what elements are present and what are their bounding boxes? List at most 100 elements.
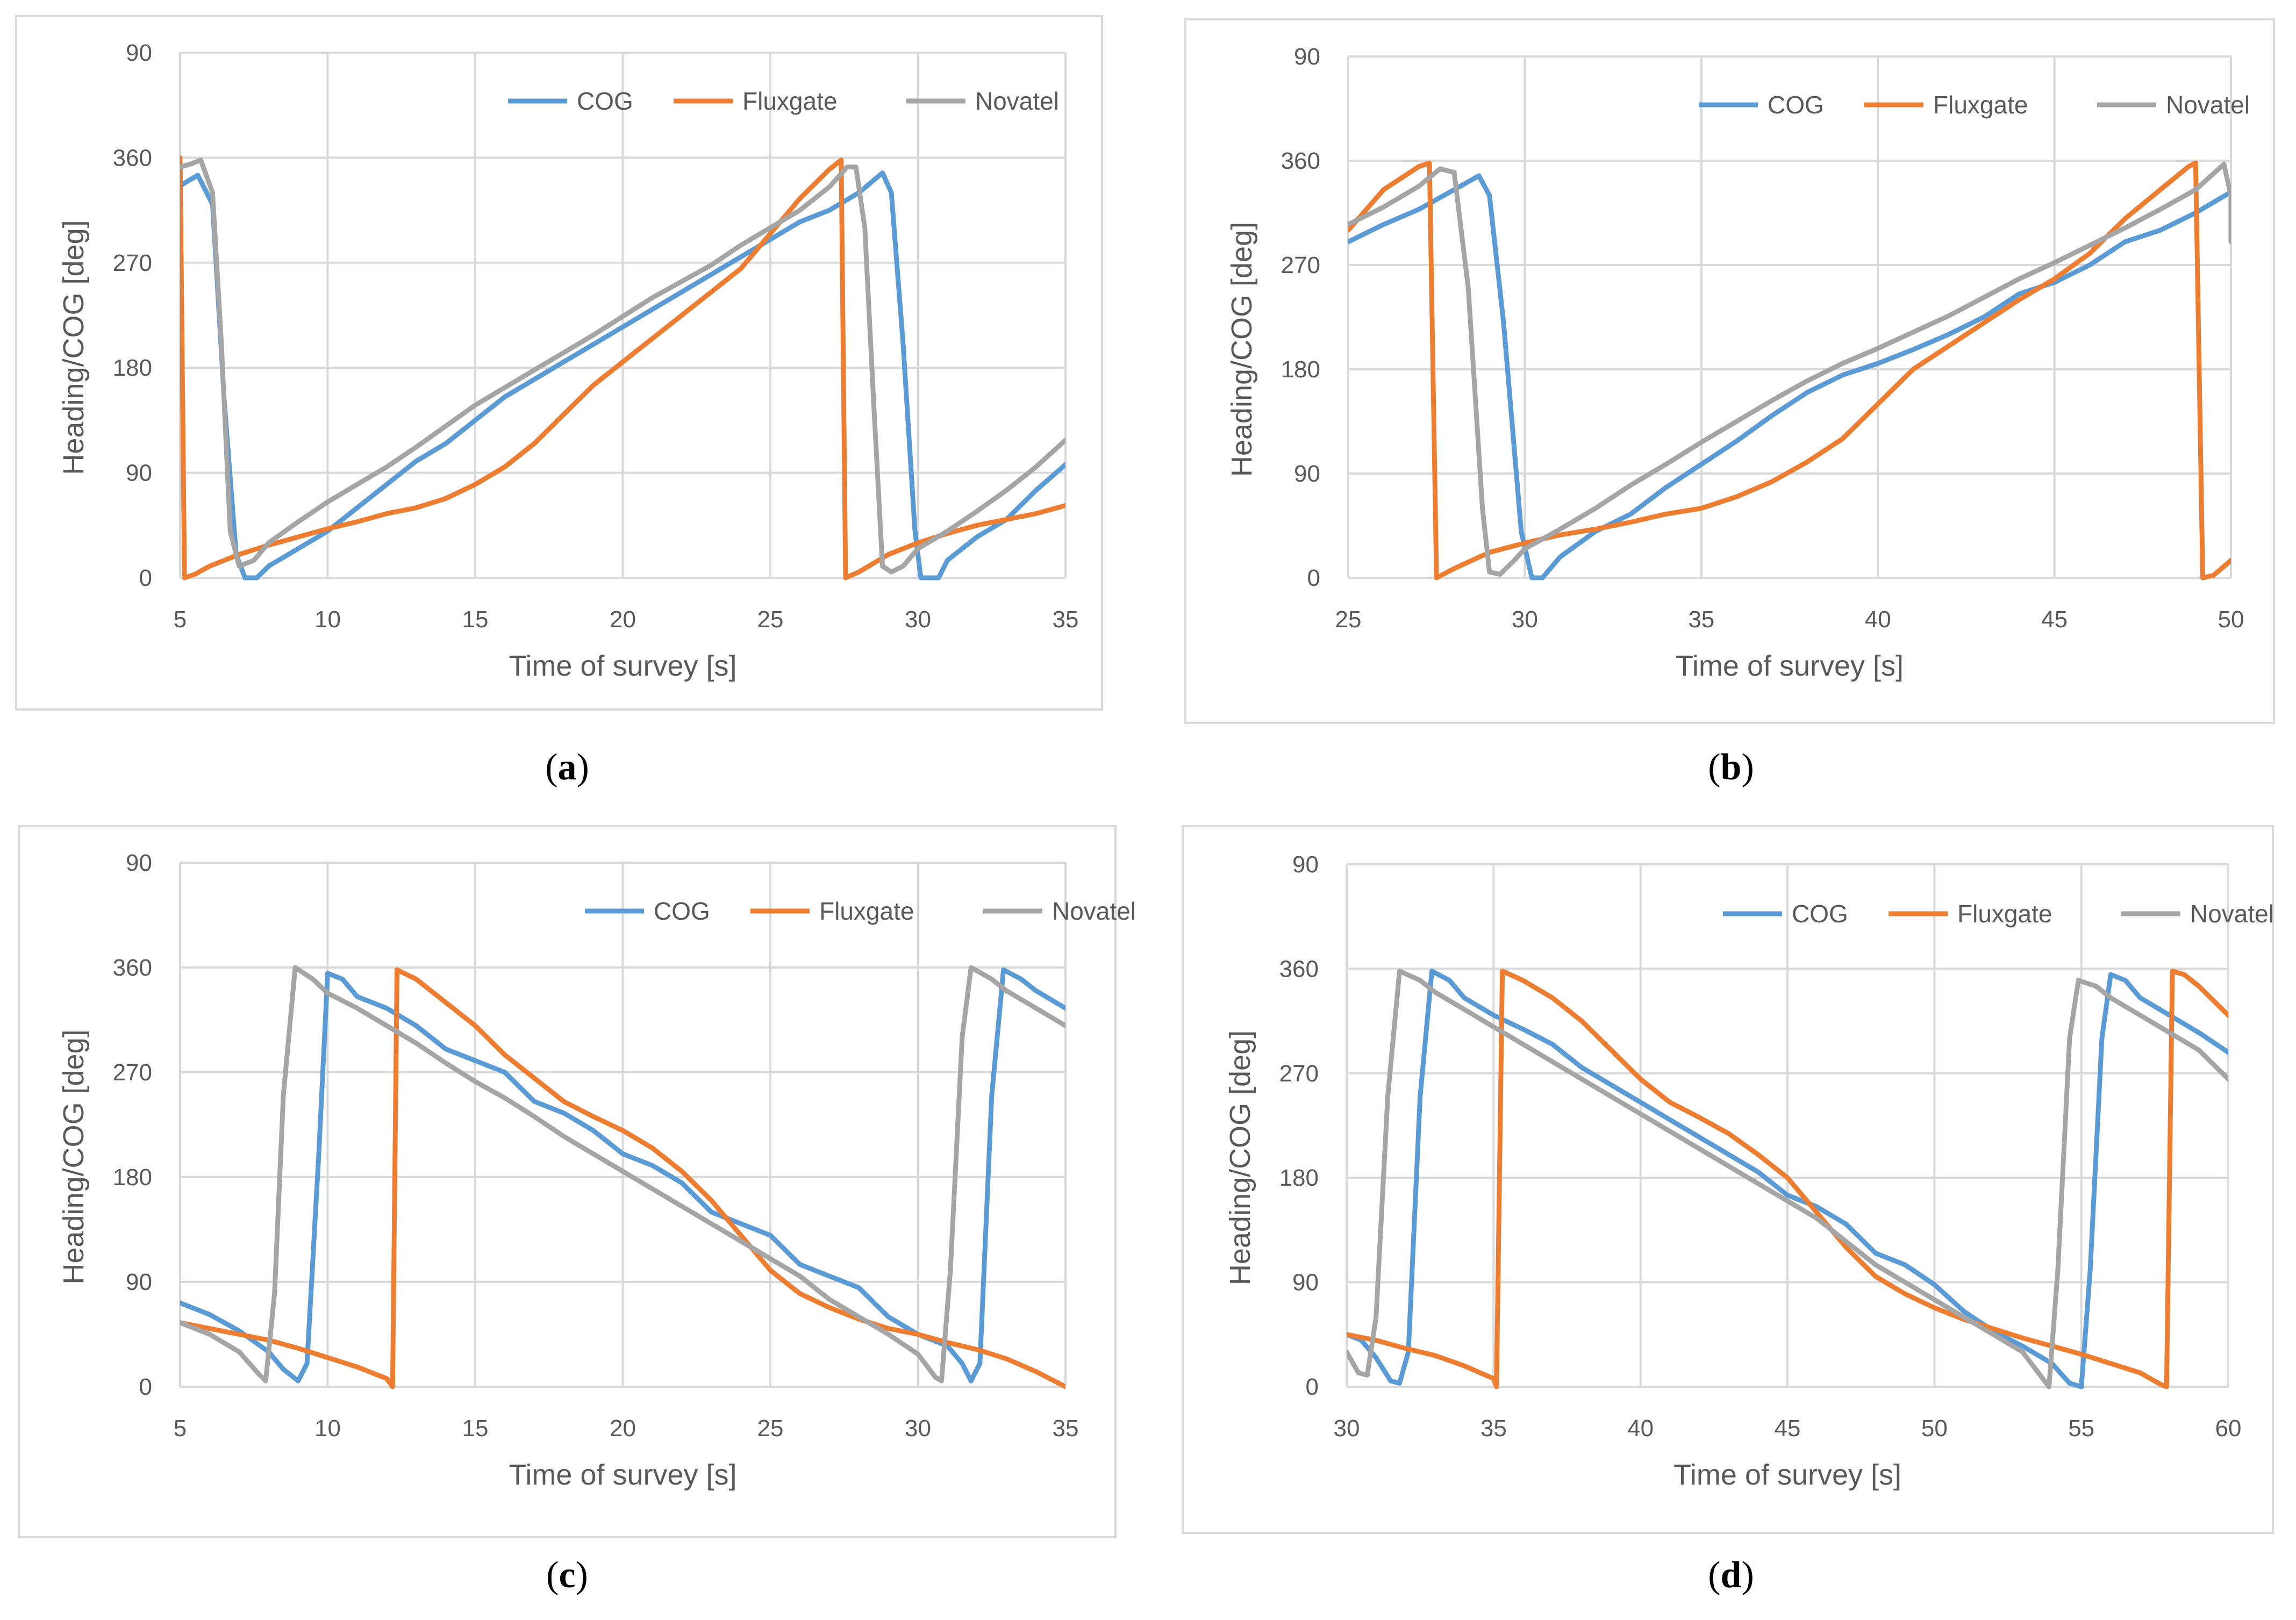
y-tick-label: 360 xyxy=(1281,148,1320,174)
y-tick-label: 180 xyxy=(113,355,152,381)
chart-panel-c: 5 10 15 20 25 30 35 0 90 180 270 360 90 Time of surve… xyxy=(18,825,1136,1538)
chart-frame xyxy=(18,825,1117,1538)
y-tick-label: 360 xyxy=(113,145,152,171)
legend-label-fluxgate: Fluxgate xyxy=(742,87,837,115)
y-tick-label: 270 xyxy=(1279,1060,1319,1087)
y-tick-label: 90 xyxy=(126,40,152,66)
y-tick-label: 90 xyxy=(1294,461,1320,487)
series-line-cog xyxy=(1348,173,2231,580)
x-tick-label: 30 xyxy=(1334,1415,1360,1442)
y-tick-label: 270 xyxy=(1281,252,1320,278)
series-line-fluxgate xyxy=(180,155,1065,580)
caption-letter: b xyxy=(1721,747,1742,788)
x-tick-label: 45 xyxy=(1775,1415,1801,1442)
y-tick-label: 360 xyxy=(113,955,152,981)
series-line-fluxgate xyxy=(1348,160,2231,580)
y-tick-label: 0 xyxy=(139,1374,152,1400)
series-line-novatel xyxy=(180,157,1065,575)
y-axis-title: Heading/COG [deg] xyxy=(58,1029,90,1284)
chart-panel-b: 25 30 35 40 45 50 0 90 180 270 360 90 Time of survey… xyxy=(1184,18,2275,724)
caption-paren-close: ) xyxy=(576,1554,588,1596)
caption-paren-open: ( xyxy=(1708,1554,1720,1596)
x-tick-label: 35 xyxy=(1688,606,1714,633)
series-line-cog xyxy=(1347,969,2228,1389)
y-axis-title: Heading/COG [deg] xyxy=(1226,222,1258,477)
x-tick-label: 35 xyxy=(1480,1415,1507,1442)
x-tick-label: 10 xyxy=(314,1415,341,1442)
y-tick-label: 180 xyxy=(1281,356,1320,383)
caption-paren-open: ( xyxy=(1708,747,1720,788)
caption-letter: d xyxy=(1721,1554,1742,1596)
x-tick-label: 30 xyxy=(905,1415,931,1442)
x-tick-label: 25 xyxy=(757,1415,784,1442)
x-tick-label: 20 xyxy=(610,606,636,633)
x-tick-label: 35 xyxy=(1053,1415,1079,1442)
y-tick-label: 90 xyxy=(1294,44,1320,70)
y-tick-label: 270 xyxy=(113,250,152,276)
panel-caption-b: (b) xyxy=(1708,747,1754,788)
caption-letter: c xyxy=(559,1554,575,1596)
x-tick-label: 15 xyxy=(462,606,489,633)
x-tick-label: 40 xyxy=(1865,606,1891,633)
legend-label-fluxgate: Fluxgate xyxy=(819,897,914,925)
legend-label-novatel: Novatel xyxy=(975,87,1059,115)
legend-label-novatel: Novatel xyxy=(2166,91,2250,119)
y-tick-label: 360 xyxy=(1279,956,1319,982)
caption-paren-close: ) xyxy=(1741,747,1754,788)
caption-paren-close: ) xyxy=(577,747,589,788)
caption-paren-open: ( xyxy=(545,747,557,788)
x-tick-label: 25 xyxy=(1335,606,1362,633)
x-tick-label: 45 xyxy=(2041,606,2068,633)
x-tick-label: 25 xyxy=(757,606,784,633)
x-tick-label: 35 xyxy=(1053,606,1079,633)
legend-label-cog: COG xyxy=(577,87,633,115)
y-tick-label: 90 xyxy=(126,850,152,876)
x-tick-label: 5 xyxy=(174,1415,187,1442)
y-tick-label: 0 xyxy=(1307,565,1320,591)
y-tick-label: 0 xyxy=(1306,1374,1319,1400)
x-axis-title: Time of survey [s] xyxy=(1676,650,1904,682)
x-tick-label: 50 xyxy=(1921,1415,1948,1442)
x-tick-label: 30 xyxy=(1512,606,1538,633)
chart-frame xyxy=(1184,18,2275,724)
y-tick-label: 270 xyxy=(113,1059,152,1086)
chart-panel-d: 30 35 40 45 50 55 60 0 90 180 270 360 90 Time of surv… xyxy=(1182,825,2274,1534)
caption-paren-close: ) xyxy=(1741,1554,1754,1596)
panel-caption-a: (a) xyxy=(545,747,589,788)
y-tick-label: 90 xyxy=(126,1269,152,1295)
y-tick-label: 90 xyxy=(1292,1270,1319,1296)
x-tick-label: 60 xyxy=(2215,1415,2242,1442)
x-tick-label: 5 xyxy=(174,606,187,633)
series-line-cog xyxy=(180,170,1065,580)
caption-letter: a xyxy=(558,747,577,788)
legend-label-fluxgate: Fluxgate xyxy=(1933,91,2028,119)
caption-paren-open: ( xyxy=(546,1554,559,1596)
series-line-cog xyxy=(180,967,1065,1384)
x-tick-label: 40 xyxy=(1627,1415,1654,1442)
y-tick-label: 180 xyxy=(1279,1165,1319,1191)
y-tick-label: 180 xyxy=(113,1164,152,1191)
y-axis-title: Heading/COG [deg] xyxy=(1224,1030,1256,1285)
series-line-novatel xyxy=(1347,969,2228,1389)
x-tick-label: 30 xyxy=(905,606,931,633)
panel-caption-d: (d) xyxy=(1708,1554,1754,1596)
chart-panel-a: 5 10 15 20 25 30 35 0 90 180 270 360 90 Time of surve… xyxy=(15,15,1103,711)
series-line-fluxgate xyxy=(180,967,1065,1389)
x-tick-label: 10 xyxy=(314,606,341,633)
legend-label-cog: COG xyxy=(654,897,710,925)
legend-label-cog: COG xyxy=(1768,91,1824,119)
y-tick-label: 0 xyxy=(139,565,152,591)
y-axis-title: Heading/COG [deg] xyxy=(58,220,90,475)
x-tick-label: 55 xyxy=(2068,1415,2094,1442)
series-line-novatel xyxy=(1348,162,2231,577)
x-axis-title: Time of survey [s] xyxy=(1673,1459,1901,1491)
x-axis-title: Time of survey [s] xyxy=(509,650,736,682)
x-tick-label: 15 xyxy=(462,1415,489,1442)
x-axis-title: Time of survey [s] xyxy=(509,1459,736,1491)
x-tick-label: 50 xyxy=(2218,606,2244,633)
legend-label-fluxgate: Fluxgate xyxy=(1957,900,2052,928)
legend-label-novatel: Novatel xyxy=(1052,897,1136,925)
legend-label-cog: COG xyxy=(1792,900,1848,928)
y-tick-label: 90 xyxy=(1292,851,1319,878)
series-line-fluxgate xyxy=(1347,969,2228,1389)
